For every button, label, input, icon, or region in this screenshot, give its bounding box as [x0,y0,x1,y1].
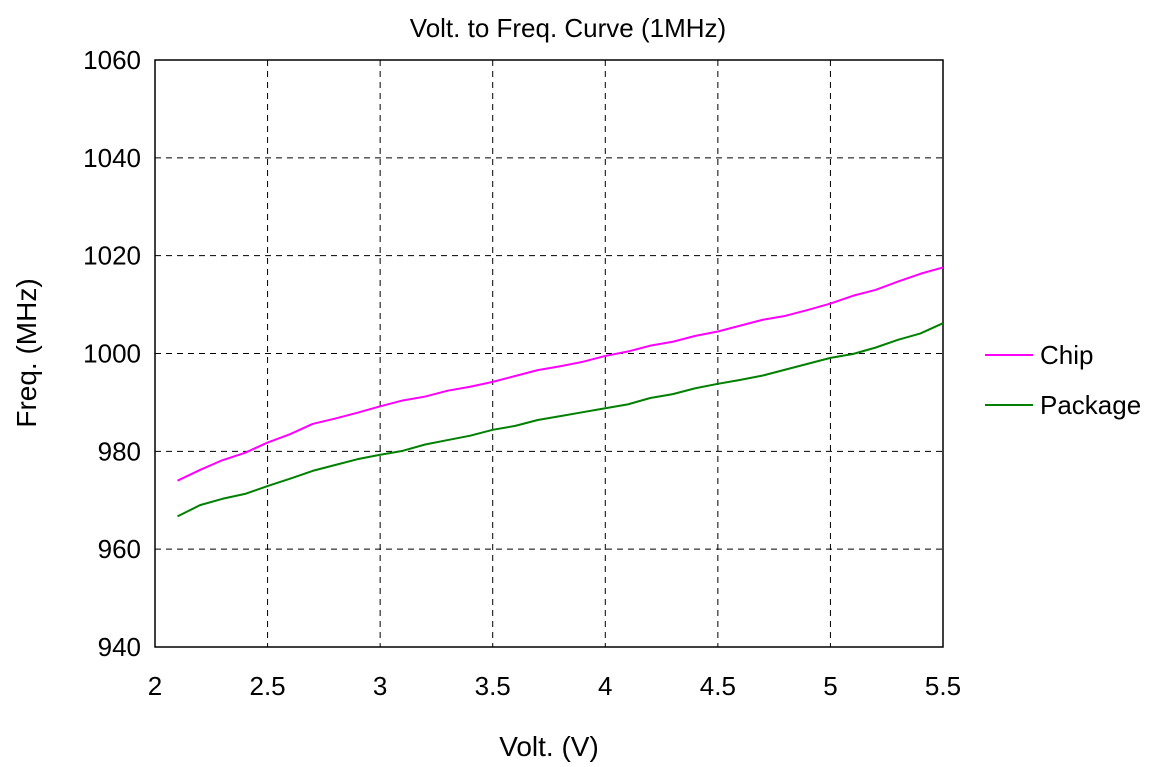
x-axis-label: Volt. (V) [499,731,599,762]
plot-area-frame [154,59,944,648]
y-tick-label: 960 [98,534,141,564]
series-line-chip [177,266,944,482]
y-tick-label: 1020 [83,241,141,271]
chart-title: Volt. to Freq. Curve (1MHz) [410,13,726,43]
x-tick-label: 3.5 [475,671,511,701]
x-tick-label: 5.5 [925,671,961,701]
series-lines [177,266,944,518]
x-tick-label: 2 [148,671,162,701]
legend-label-package: Package [1040,390,1141,420]
y-tick-label: 1000 [83,339,141,369]
y-tick-label: 1060 [83,45,141,75]
y-tick-label: 980 [98,436,141,466]
y-tick-label: 1040 [83,143,141,173]
x-tick-label: 5 [823,671,837,701]
x-tick-label: 4 [598,671,612,701]
y-axis-tick-labels: 940 960 980 1000 1020 1040 1060 [83,45,141,662]
legend: Chip Package [985,340,1141,420]
x-tick-label: 4.5 [700,671,736,701]
legend-label-chip: Chip [1040,340,1093,370]
y-axis-label: Freq. (MHz) [11,278,42,427]
x-tick-label: 2.5 [249,671,285,701]
series-line-package [177,322,944,518]
grid-lines [155,60,943,647]
x-tick-label: 3 [373,671,387,701]
y-tick-label: 940 [98,632,141,662]
x-axis-tick-labels: 2 2.5 3 3.5 4 4.5 5 5.5 [148,671,961,701]
